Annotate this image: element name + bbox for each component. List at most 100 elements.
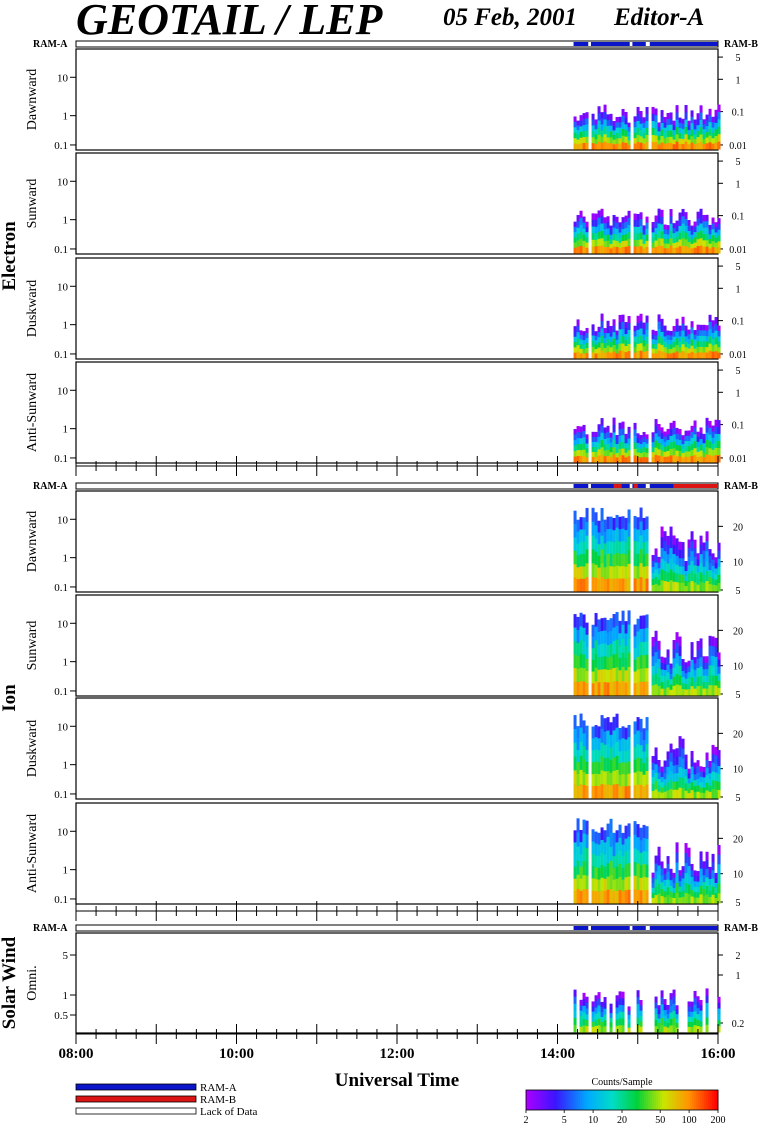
spectrogram-cell [624, 457, 628, 463]
spectrogram-cell [681, 884, 685, 892]
spectrogram-cell [585, 337, 589, 344]
spectrogram-cell [714, 109, 718, 117]
spectrogram-cell [684, 776, 688, 785]
spectrogram-cell [576, 456, 580, 463]
spectrogram-cell [693, 556, 697, 566]
spectrogram-cell [693, 237, 697, 244]
spectrogram-cell [708, 884, 712, 892]
spectrogram-cell [717, 420, 721, 428]
spectrogram-cell [576, 345, 580, 353]
spectrogram-cell [600, 742, 604, 758]
spectrogram-cell [579, 829, 583, 843]
spectrogram-cell [672, 1003, 676, 1012]
spectrogram-cell [666, 759, 670, 768]
spectrogram-cell [687, 875, 691, 886]
spectrogram-cell [612, 784, 616, 799]
spectrogram-cell [594, 239, 598, 247]
spectrogram-cell [705, 336, 709, 343]
spectrogram-cell [678, 347, 682, 354]
spectrogram-cell [654, 122, 658, 130]
colorbar-tick-label: 5 [562, 1115, 567, 1126]
spectrogram-cell [621, 991, 625, 999]
spectrogram-cell [696, 892, 700, 899]
spectrogram-cell [717, 893, 721, 904]
spectrogram-cell [591, 239, 595, 247]
spectrogram-cell [666, 445, 670, 452]
spectrogram-cell [621, 350, 625, 359]
spectrogram-cell [672, 640, 676, 650]
left-tick-label: 1 [63, 865, 69, 877]
spectrogram-cell [639, 212, 643, 220]
spectrogram-cell [582, 833, 586, 848]
spectrogram-cell [600, 418, 604, 426]
spectrogram-cell [579, 878, 583, 892]
spectrogram-cell [639, 335, 643, 344]
spectrogram-cell [660, 456, 664, 463]
spectrogram-cell [576, 579, 580, 592]
spectrogram-cell [681, 128, 685, 135]
spectrogram-cell [576, 668, 580, 683]
spectrogram-cell [705, 669, 709, 677]
spectrogram-cell [672, 1024, 676, 1033]
spectrogram-cell [696, 232, 700, 240]
spectrogram-cell [651, 636, 655, 648]
spectrogram-cell [627, 749, 631, 762]
spectrogram-cell [717, 218, 721, 225]
left-tick-label: 10 [57, 281, 69, 293]
spectrogram-cell [717, 790, 721, 799]
spectrogram-cell [666, 887, 670, 896]
spectrogram-cell [654, 454, 658, 463]
spectrogram-cell [633, 528, 637, 542]
spectrogram-cell [609, 336, 613, 343]
spectrogram-cell [594, 525, 598, 540]
spectrogram-cell [585, 875, 589, 890]
spectrogram-cell [678, 239, 682, 247]
spectrogram-cell [573, 996, 577, 1005]
spectrogram-cell [639, 732, 643, 746]
spectrogram-cell [603, 997, 607, 1004]
spectrogram-cell [717, 126, 721, 135]
spectrogram-cell [669, 209, 673, 217]
spectrogram-cell [645, 240, 649, 248]
spectrogram-cell [585, 785, 589, 799]
spectrogram-cell [597, 352, 601, 359]
spectrogram-cell [651, 442, 655, 448]
spectrogram-cell [642, 641, 646, 656]
spectrogram-cell [651, 437, 655, 443]
spectrogram-cell [594, 640, 598, 655]
spectrogram-cell [600, 447, 604, 456]
legend-swatch [75, 1083, 197, 1091]
spectrogram-cell [573, 434, 577, 441]
spectrogram-cell [600, 507, 604, 523]
spectrogram-cell [717, 844, 721, 856]
spectrogram-cell [636, 730, 640, 745]
spectrogram-cell [672, 125, 676, 131]
spectrogram-cell [687, 856, 691, 867]
spectrogram-cell [690, 551, 694, 562]
spectrogram-cell [612, 891, 616, 904]
spectrogram-cell [702, 662, 706, 670]
spectrogram-cell [675, 325, 679, 333]
spectrogram-cell [579, 231, 583, 240]
spectrogram-cell [618, 553, 622, 567]
spectrogram-cell [654, 115, 658, 123]
spectrogram-cell [573, 232, 577, 238]
spectrogram-cell [582, 131, 586, 138]
spectrogram-cell [687, 247, 691, 254]
spectrogram-cell [609, 347, 613, 354]
spectrogram-cell [639, 111, 643, 118]
spectrogram-cell [705, 1002, 709, 1011]
spectrogram-cell [699, 330, 703, 337]
spectrogram-cell [636, 837, 640, 851]
spectrogram-cell [642, 328, 646, 335]
spectrogram-cell [681, 351, 685, 359]
spectrogram-cell [693, 870, 697, 877]
spectrogram-cell [669, 112, 673, 120]
spectrogram-cell [702, 861, 706, 869]
right-tick-label: 5 [736, 157, 741, 168]
spectrogram-cell [627, 823, 631, 838]
spectrogram-cell [684, 566, 688, 572]
right-tick-label: 0.01 [729, 245, 747, 256]
spectrogram-cell [684, 586, 688, 592]
spectrogram-cell [606, 137, 610, 144]
